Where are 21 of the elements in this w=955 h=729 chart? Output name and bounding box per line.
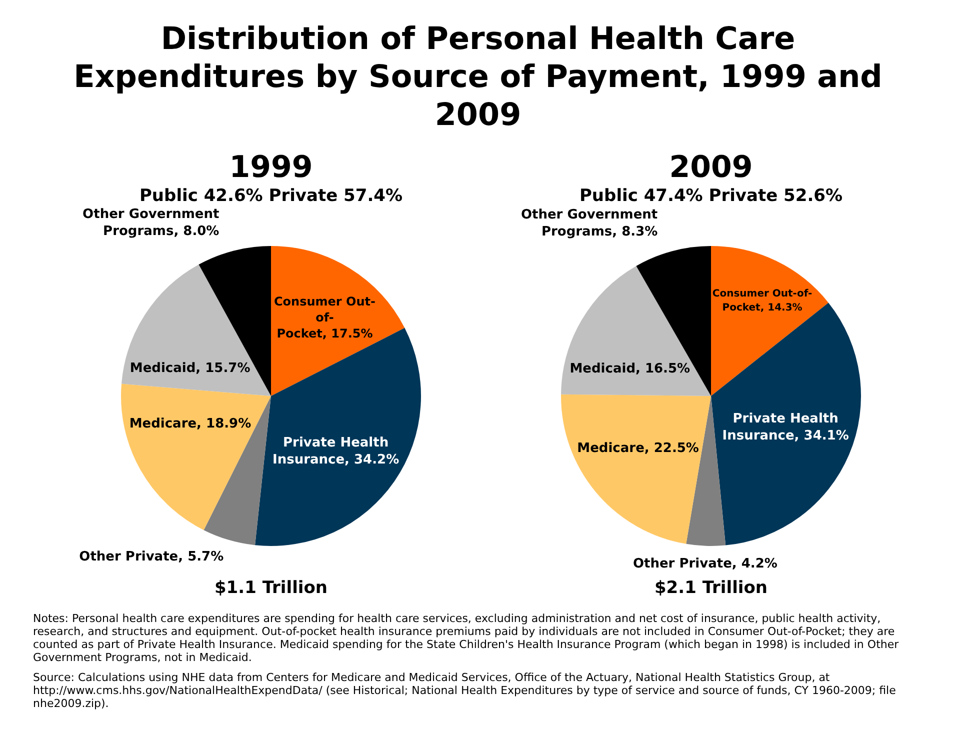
slice-label: Consumer Out-of-Pocket, 17.5% (274, 294, 376, 340)
source-note: Source: Calculations using NHE data from Centers for Medicare and Medicaid Services, Office of the Actuary, National Health Statistics Group, at http://www.cms.hhs.gov/NationalHealthExpendData/ (see Historical; National Health Expenditures by type of service and source of funds, CY 1960-2009; file nhe2009.zip). (33, 671, 897, 710)
slice-label: Other Government Programs, 8.0% (82, 207, 220, 240)
slice-label: Private Health Insurance, 34.1% (722, 411, 849, 444)
chart-subtitle: 1999 (228, 150, 314, 185)
slice-label: Other Private, 5.7% (79, 550, 224, 565)
slice-label: Medicare, 18.9% (129, 416, 252, 432)
slice-label: Private Health Insurance, 34.2% (272, 436, 400, 468)
text: $1.1 Trillion (213, 578, 329, 598)
slice-label: Other Private, 4.2% (632, 556, 778, 572)
slice-label: Medicare, 22.5% (577, 441, 699, 456)
slice-label: Other Government Programs, 8.3% (520, 208, 658, 240)
chart-title: Distribution of Personal Health Care Expenditures by Source of Payment, 1999 and 2009 (72, 20, 884, 134)
text: Public 42.6% Private 57.4% (138, 186, 404, 206)
chart-subtitle: 2009 (668, 150, 754, 185)
slice-label: Medicaid, 15.7% (130, 360, 250, 376)
slice-label: Medicaid, 16.5% (570, 361, 690, 376)
slice-label: Consumer Out-of-Pocket, 14.3% (712, 288, 812, 314)
text: Notes: Personal health care expenditures are spending for health care services, excluding administration and net cost of insurance, public health activity, research, and structures and equipment. Out-of-pocket health insurance premiums paid by individuals are not included in Consumer Out-of-Pocket; they are counted as part of Private Health Insurance. Medicaid spending for the State Children's Health Insurance Program (which began in 1998) is included in Other Government Programs, not in Medicaid. (33, 612, 900, 664)
text: $2.1 Trillion (653, 578, 769, 598)
text: Public 47.4% Private 52.6% (578, 186, 844, 206)
